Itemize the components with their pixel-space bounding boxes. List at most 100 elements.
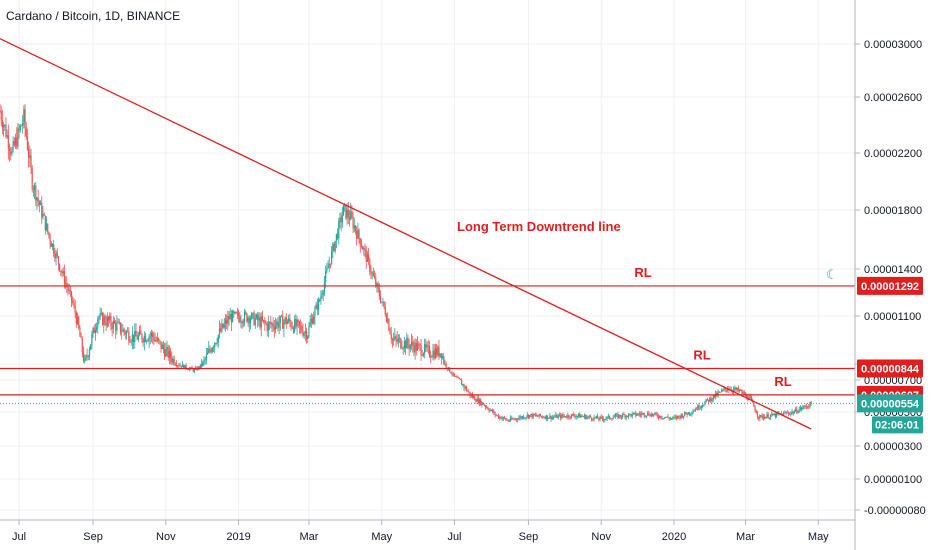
candle-body xyxy=(73,302,75,306)
candle-body xyxy=(358,229,360,239)
candle-body xyxy=(575,416,577,418)
candle-body xyxy=(69,289,71,292)
candle-body xyxy=(142,339,144,343)
candle-body xyxy=(60,270,62,272)
candle-body xyxy=(171,358,173,363)
candle-body xyxy=(713,395,716,398)
candle-body xyxy=(469,391,471,396)
candle-body xyxy=(480,399,482,405)
candle-body xyxy=(78,316,80,328)
candle-body xyxy=(396,338,398,342)
candle-body xyxy=(65,282,67,284)
candle-body xyxy=(202,362,204,367)
candle-body xyxy=(441,356,444,358)
candle-body xyxy=(134,330,136,343)
candle-body xyxy=(214,343,216,348)
candle-body xyxy=(805,406,807,408)
candle-body xyxy=(217,335,219,343)
candle-body xyxy=(669,418,671,420)
time-axis[interactable]: Jul Sep Nov 2019 Mar May Jul Sep Nov 2020 Mar May xyxy=(12,520,829,543)
candle-body xyxy=(595,415,598,418)
candle-body xyxy=(270,322,272,325)
candle-body xyxy=(412,341,414,346)
candle-body xyxy=(771,413,773,416)
candle-body xyxy=(141,334,143,340)
candle-body xyxy=(478,399,481,404)
candle-body xyxy=(153,337,155,342)
candle-body xyxy=(66,282,68,287)
candle-body xyxy=(183,364,185,369)
candle-body xyxy=(587,416,589,418)
candle-body xyxy=(251,313,253,319)
candle-body xyxy=(650,413,652,417)
candle-body xyxy=(614,414,617,417)
candle-body xyxy=(226,319,228,324)
candle-body xyxy=(419,344,421,346)
candle-body xyxy=(476,398,478,402)
candle-body xyxy=(790,412,792,415)
candle-body xyxy=(792,411,794,414)
candle-body xyxy=(292,327,295,332)
candle-body xyxy=(518,418,520,420)
candle-body xyxy=(756,413,759,417)
candle-body xyxy=(588,415,590,417)
candle-body xyxy=(86,355,88,357)
candle-body xyxy=(199,364,201,368)
candle-body xyxy=(700,405,702,408)
candle-body xyxy=(189,368,191,370)
candle-body xyxy=(507,419,509,422)
candle-body xyxy=(91,334,93,345)
candle-body xyxy=(577,413,580,416)
candle-body xyxy=(32,189,34,190)
candle-body xyxy=(45,223,48,231)
candle-body xyxy=(185,365,187,369)
candle-body xyxy=(101,312,104,325)
candle-body xyxy=(787,412,790,414)
candle-body xyxy=(342,204,345,216)
candle-body xyxy=(549,415,551,419)
candle-body xyxy=(692,411,694,414)
candle-body xyxy=(273,327,275,330)
candle-body xyxy=(707,399,710,402)
candle-body xyxy=(489,410,491,411)
candle-body xyxy=(450,371,452,374)
candle-body xyxy=(252,312,254,314)
candle-body xyxy=(738,390,741,392)
candle-body xyxy=(475,400,477,402)
time-tick-label: Jul xyxy=(12,531,26,543)
candle-body xyxy=(119,322,122,333)
candle-body xyxy=(2,125,5,128)
candle-body xyxy=(290,322,292,328)
downtrend-line[interactable] xyxy=(0,38,812,430)
candle-body xyxy=(512,418,514,420)
candle-body xyxy=(666,416,668,418)
candle-body xyxy=(307,336,309,339)
candle-body xyxy=(425,343,427,348)
candle-body xyxy=(760,414,762,416)
candle-body xyxy=(571,414,574,416)
candle-body xyxy=(42,213,44,218)
candle-body xyxy=(494,411,496,415)
countdown-tag xyxy=(872,416,923,434)
candle-body xyxy=(611,418,613,420)
candle-body xyxy=(103,315,105,325)
candle-body xyxy=(365,249,367,262)
candle-body xyxy=(379,296,382,303)
candle-body xyxy=(187,369,190,371)
candle-body xyxy=(70,291,73,301)
candle-body xyxy=(260,316,262,328)
candle-body xyxy=(149,335,151,337)
candle-body xyxy=(291,327,293,329)
candle-body xyxy=(626,415,629,417)
candle-body xyxy=(693,410,695,412)
candle-body xyxy=(545,415,547,419)
candle-body xyxy=(481,402,483,405)
candle-body xyxy=(685,412,687,415)
candle-body xyxy=(55,252,57,259)
last-price-text: 0.00000554 xyxy=(861,398,920,410)
candle-body xyxy=(471,394,473,398)
candle-body xyxy=(388,319,390,331)
candle-body xyxy=(304,331,306,333)
candle-body xyxy=(280,315,283,317)
